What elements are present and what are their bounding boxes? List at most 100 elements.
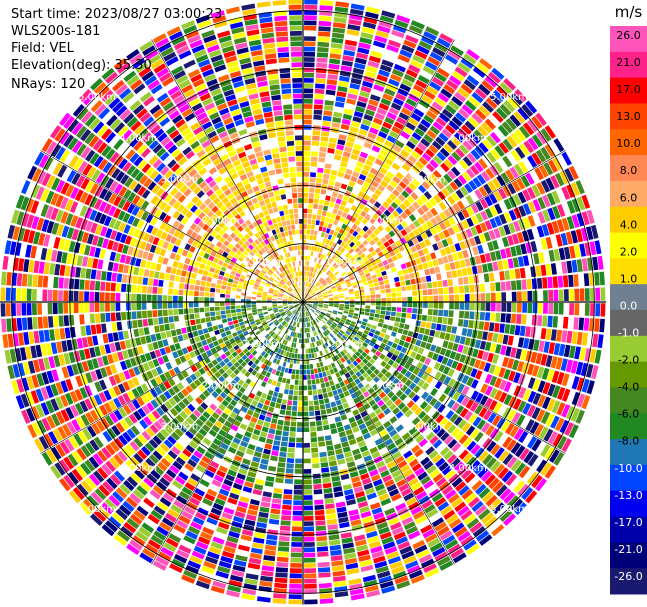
radar-ray [303, 33, 454, 302]
radar-ray [256, 1, 303, 302]
radar-ray [303, 271, 605, 302]
radar-ray [303, 302, 411, 590]
radar-ray [303, 302, 572, 453]
azimuth-spoke [40, 150, 304, 303]
range-ring-label: 2.00km [366, 216, 404, 227]
range-ring-label: 2.00km [202, 380, 240, 391]
radar-ray [4, 240, 303, 302]
colorbar-bin [610, 129, 647, 156]
radar-ray [241, 3, 303, 302]
radar-ray [181, 302, 303, 584]
colorbar-bin [610, 413, 647, 440]
radar-ray [303, 100, 538, 302]
radar-ray [303, 1, 350, 302]
radar-ray [90, 302, 303, 526]
radar-ray [288, 302, 303, 605]
range-ring-label: 4.00km [449, 133, 487, 144]
radar-ray [303, 40, 467, 302]
colorbar-tick-label: 26.0 [616, 29, 641, 42]
radar-ray [303, 302, 527, 515]
radar-ray [166, 302, 303, 578]
radar-ray [68, 302, 303, 504]
radar-ray [303, 302, 467, 564]
radar-ray [303, 302, 381, 598]
radar-ray [303, 0, 318, 302]
radar-ray [303, 302, 425, 584]
colorbar-tick-label: 4.0 [620, 218, 638, 231]
radar-ray [303, 302, 547, 492]
colorbar: 26.0 21.0 17.0 13.0 10.0 8.0 6.0 4.0 2.0 1.0 0.0 -1… [610, 3, 647, 607]
radar-ray [303, 165, 579, 302]
radar-ray [27, 165, 303, 302]
radar-ray [7, 302, 303, 380]
colorbar-tick-label: 13.0 [616, 110, 641, 123]
radar-ray [303, 302, 538, 504]
radar-ray [303, 151, 572, 302]
radar-ray [303, 302, 396, 594]
radar-ray [303, 125, 556, 302]
radar-ray [256, 302, 303, 603]
colorbar-bin [610, 335, 647, 363]
range-ring-label: 1.00km [325, 257, 363, 268]
colorbar-bin [610, 103, 647, 130]
azimuth-spoke [302, 150, 566, 303]
colorbar-bin [610, 258, 647, 285]
radar-ray [113, 58, 303, 302]
range-ring-label: 5.00km [490, 92, 528, 103]
colorbar-bin [610, 77, 647, 104]
range-ring-label: 3.00km [160, 174, 198, 185]
radar-ray [11, 302, 303, 395]
radar-ray [152, 302, 303, 571]
range-ring-label: 3.00km [408, 174, 446, 185]
range-ring-labels: 1.00km 1.00km 1.00km 1.00km 2.00km 2.00km 2.00… [78, 92, 528, 515]
radar-ray [21, 302, 303, 424]
radar-ray [303, 67, 505, 302]
colorbar-bin [610, 542, 647, 569]
radar-ray [303, 302, 318, 605]
radar-ray [303, 302, 565, 466]
radar-ray [34, 302, 303, 453]
colorbar-tick-label: -17.0 [614, 516, 642, 529]
radar-ray [79, 89, 303, 302]
range-ring-label: 1.00km [243, 257, 281, 268]
radar-ray [303, 302, 605, 333]
range-ring-label: 5.00km [78, 92, 116, 103]
radar-ray [303, 138, 565, 302]
radar-ray [303, 302, 350, 603]
range-ring-grid [0, 0, 606, 605]
radar-ray [225, 6, 303, 302]
colorbar-bin [610, 568, 647, 595]
colorbar-tick-label: -2.0 [618, 354, 639, 367]
radar-ray [2, 302, 303, 349]
radar-ray [101, 67, 303, 302]
radar-ray [11, 209, 303, 302]
radar-ray [139, 302, 303, 564]
radar-ray [272, 0, 303, 302]
radar-ray [303, 287, 606, 302]
range-ring-label: 2.00km [366, 380, 404, 391]
radar-ray [303, 302, 595, 395]
radar-ray [79, 302, 303, 515]
colorbar-bin [610, 51, 647, 79]
radar-ray [303, 302, 493, 546]
colorbar-tick-label: 17.0 [616, 83, 641, 96]
radar-ray [303, 194, 591, 302]
radar-ray [303, 302, 516, 526]
radar-ray [303, 302, 602, 364]
colorbar-bin [610, 516, 647, 543]
radar-ray [303, 26, 440, 302]
colorbar-bin [610, 439, 647, 466]
radar-ray [2, 255, 303, 302]
radar-ray [139, 40, 303, 302]
radar-ray [241, 302, 303, 601]
colorbar-tick-label: 2.0 [620, 245, 638, 258]
radar-ray [181, 20, 303, 302]
range-ring-label: 1.00km [243, 339, 281, 350]
radar-ray [303, 14, 411, 302]
radar-ray [210, 302, 303, 594]
radar-ray [68, 100, 303, 302]
radar-ray [210, 10, 303, 302]
radar-ray [41, 302, 303, 466]
colorbar-bin [610, 284, 647, 311]
